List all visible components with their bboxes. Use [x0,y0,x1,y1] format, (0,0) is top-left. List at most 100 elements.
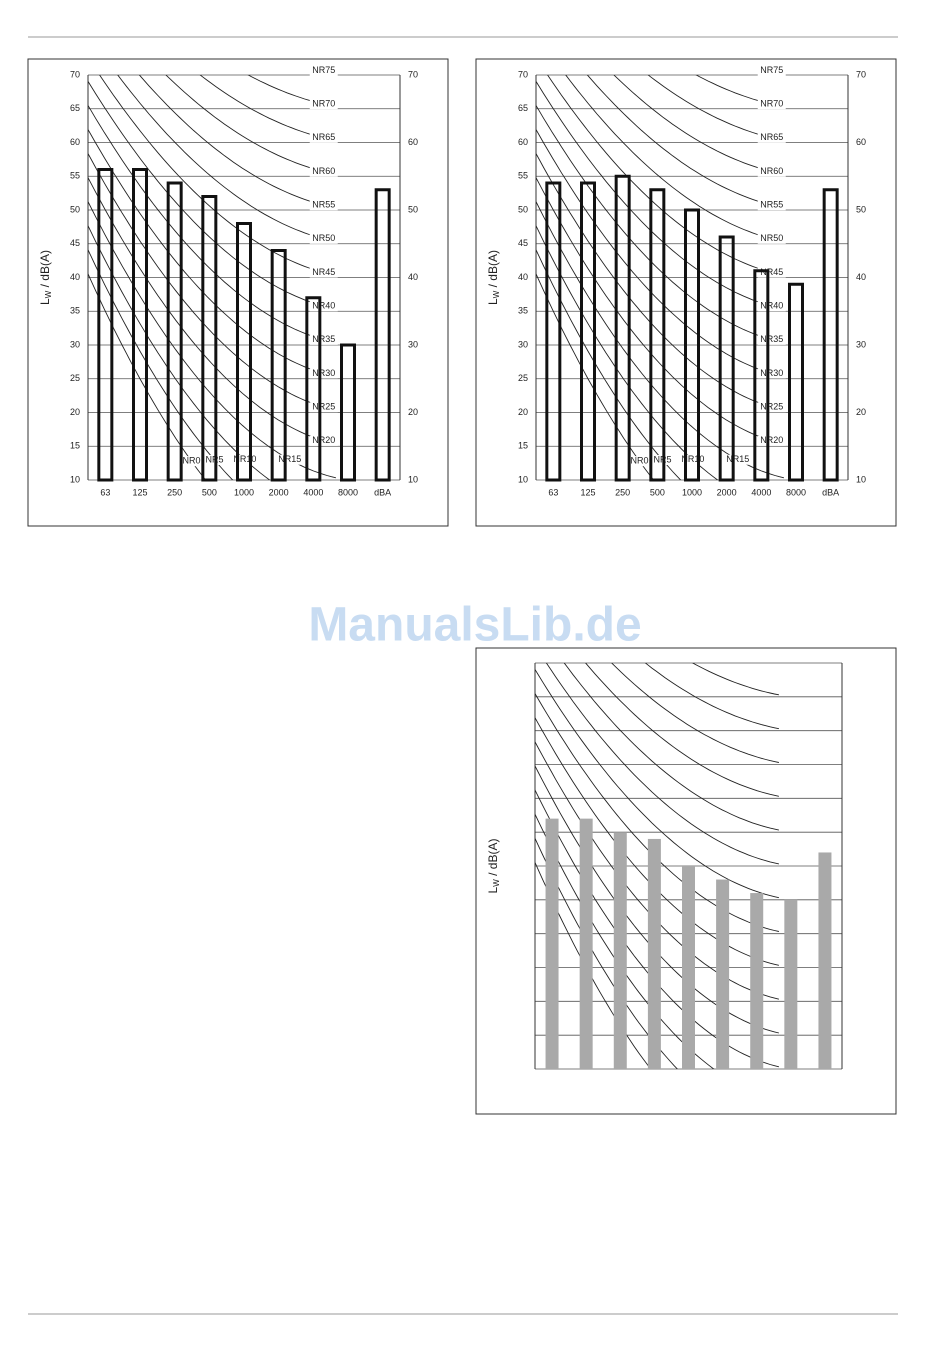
bar [305,296,322,482]
curve-label: NR55 [760,200,783,210]
x-tick-label: 63 [100,487,110,497]
curve-label: NR30 [760,368,783,378]
y-label-subscript: W [492,879,501,887]
x-tick-label: 4000 [751,487,771,497]
label-bg [757,435,786,446]
y2-tick-label: 20 [856,407,866,417]
watermark: ManualsLib.de [308,599,641,652]
nr-curve [199,75,336,141]
y-label-symbol: L [486,886,500,893]
y-tick-label: 55 [70,171,80,181]
x-tick-label: 250 [615,487,630,497]
y-tick-label: 45 [70,238,80,248]
curve-label: NR70 [312,99,335,109]
x-tick-label: 500 [202,487,217,497]
label-bg [757,334,786,345]
y-tick-label: 45 [518,238,528,248]
nr-curve [535,837,678,1069]
y-tick-label: 65 [518,103,528,113]
curve-label: NR65 [760,132,783,142]
curve-label: NR45 [312,267,335,277]
y-axis-label: LW / dB(A) [486,250,501,305]
y-tick-label: 20 [70,407,80,417]
curve-label: NR10 [233,454,256,464]
y-label-symbol: L [38,298,52,305]
nr-curve [535,813,715,1069]
bar [270,249,287,482]
curve-label: NR40 [760,301,783,311]
chart: 10 15 20 25 30 35 40 45 50 55 60 65 70 10 20 30 40 50 60 70… [38,65,418,497]
y2-tick-label: 60 [856,137,866,147]
label-bg [757,368,786,379]
y2-tick-label: 30 [856,339,866,349]
y2-tick-label: 60 [408,137,418,147]
y2-tick-label: 10 [856,474,866,484]
y-tick-label: 70 [518,69,528,79]
y-tick-label: 50 [70,204,80,214]
y2-tick-label: 10 [408,474,418,484]
x-tick-label: 63 [548,487,558,497]
nr-curve [117,75,336,243]
bar [718,235,735,482]
nr-curve [535,861,652,1069]
x-tick-label: 1000 [682,487,702,497]
label-bg [309,267,338,278]
bar [750,893,764,1069]
label-bg [309,233,338,244]
y-tick-label: 15 [518,441,528,451]
x-tick-label: dBA [374,487,391,497]
label-bg [757,65,786,76]
nr-curve [165,75,336,175]
y-tick-label: 30 [518,339,528,349]
label-bg [678,454,707,465]
curve-label: NR35 [760,334,783,344]
label-bg [309,368,338,379]
label-bg [309,402,338,413]
y-tick-label: 40 [518,272,528,282]
nr-curve [535,668,779,899]
curve-label: NR20 [760,435,783,445]
y-tick-label: 35 [70,306,80,316]
bar [132,168,148,482]
bar [340,343,356,482]
y2-tick-label: 30 [408,339,418,349]
curve-label: NR30 [312,368,335,378]
label-bg [757,402,786,413]
nr-curve [585,663,779,797]
label-bg [757,99,786,110]
bar [579,818,593,1069]
y-tick-label: 50 [518,204,528,214]
y2-tick-label: 20 [408,407,418,417]
nr-curve [586,75,784,209]
bar [753,269,770,482]
bar [649,188,666,482]
y-tick-label: 40 [70,272,80,282]
nr-curve [563,663,779,831]
y-label-unit: / dB(A) [486,250,500,291]
y-tick-label: 10 [518,474,528,484]
y-axis-label: LW / dB(A) [38,250,53,305]
y2-tick-label: 70 [408,69,418,79]
nr-curve [644,663,779,730]
bar [97,168,114,482]
curve-label: NR70 [760,99,783,109]
curve-label: NR25 [760,402,783,412]
bar [716,879,730,1069]
x-tick-label: 2000 [269,487,289,497]
nr-curve [247,75,336,108]
curve-label: NR75 [312,65,335,75]
y-tick-label: 60 [70,137,80,147]
label-bg [309,65,338,76]
curve-label: NR75 [760,65,783,75]
chart-frame [27,58,449,527]
curve-label: NR40 [312,301,335,311]
nr-curve [535,764,780,1034]
label-bg [275,454,304,465]
curve-label: NR60 [312,166,335,176]
y-tick-label: 65 [70,103,80,113]
y-tick-label: 20 [518,407,528,417]
x-tick-label: 500 [650,487,665,497]
x-tick-label: 8000 [338,487,358,497]
curve-label: NR15 [726,454,749,464]
